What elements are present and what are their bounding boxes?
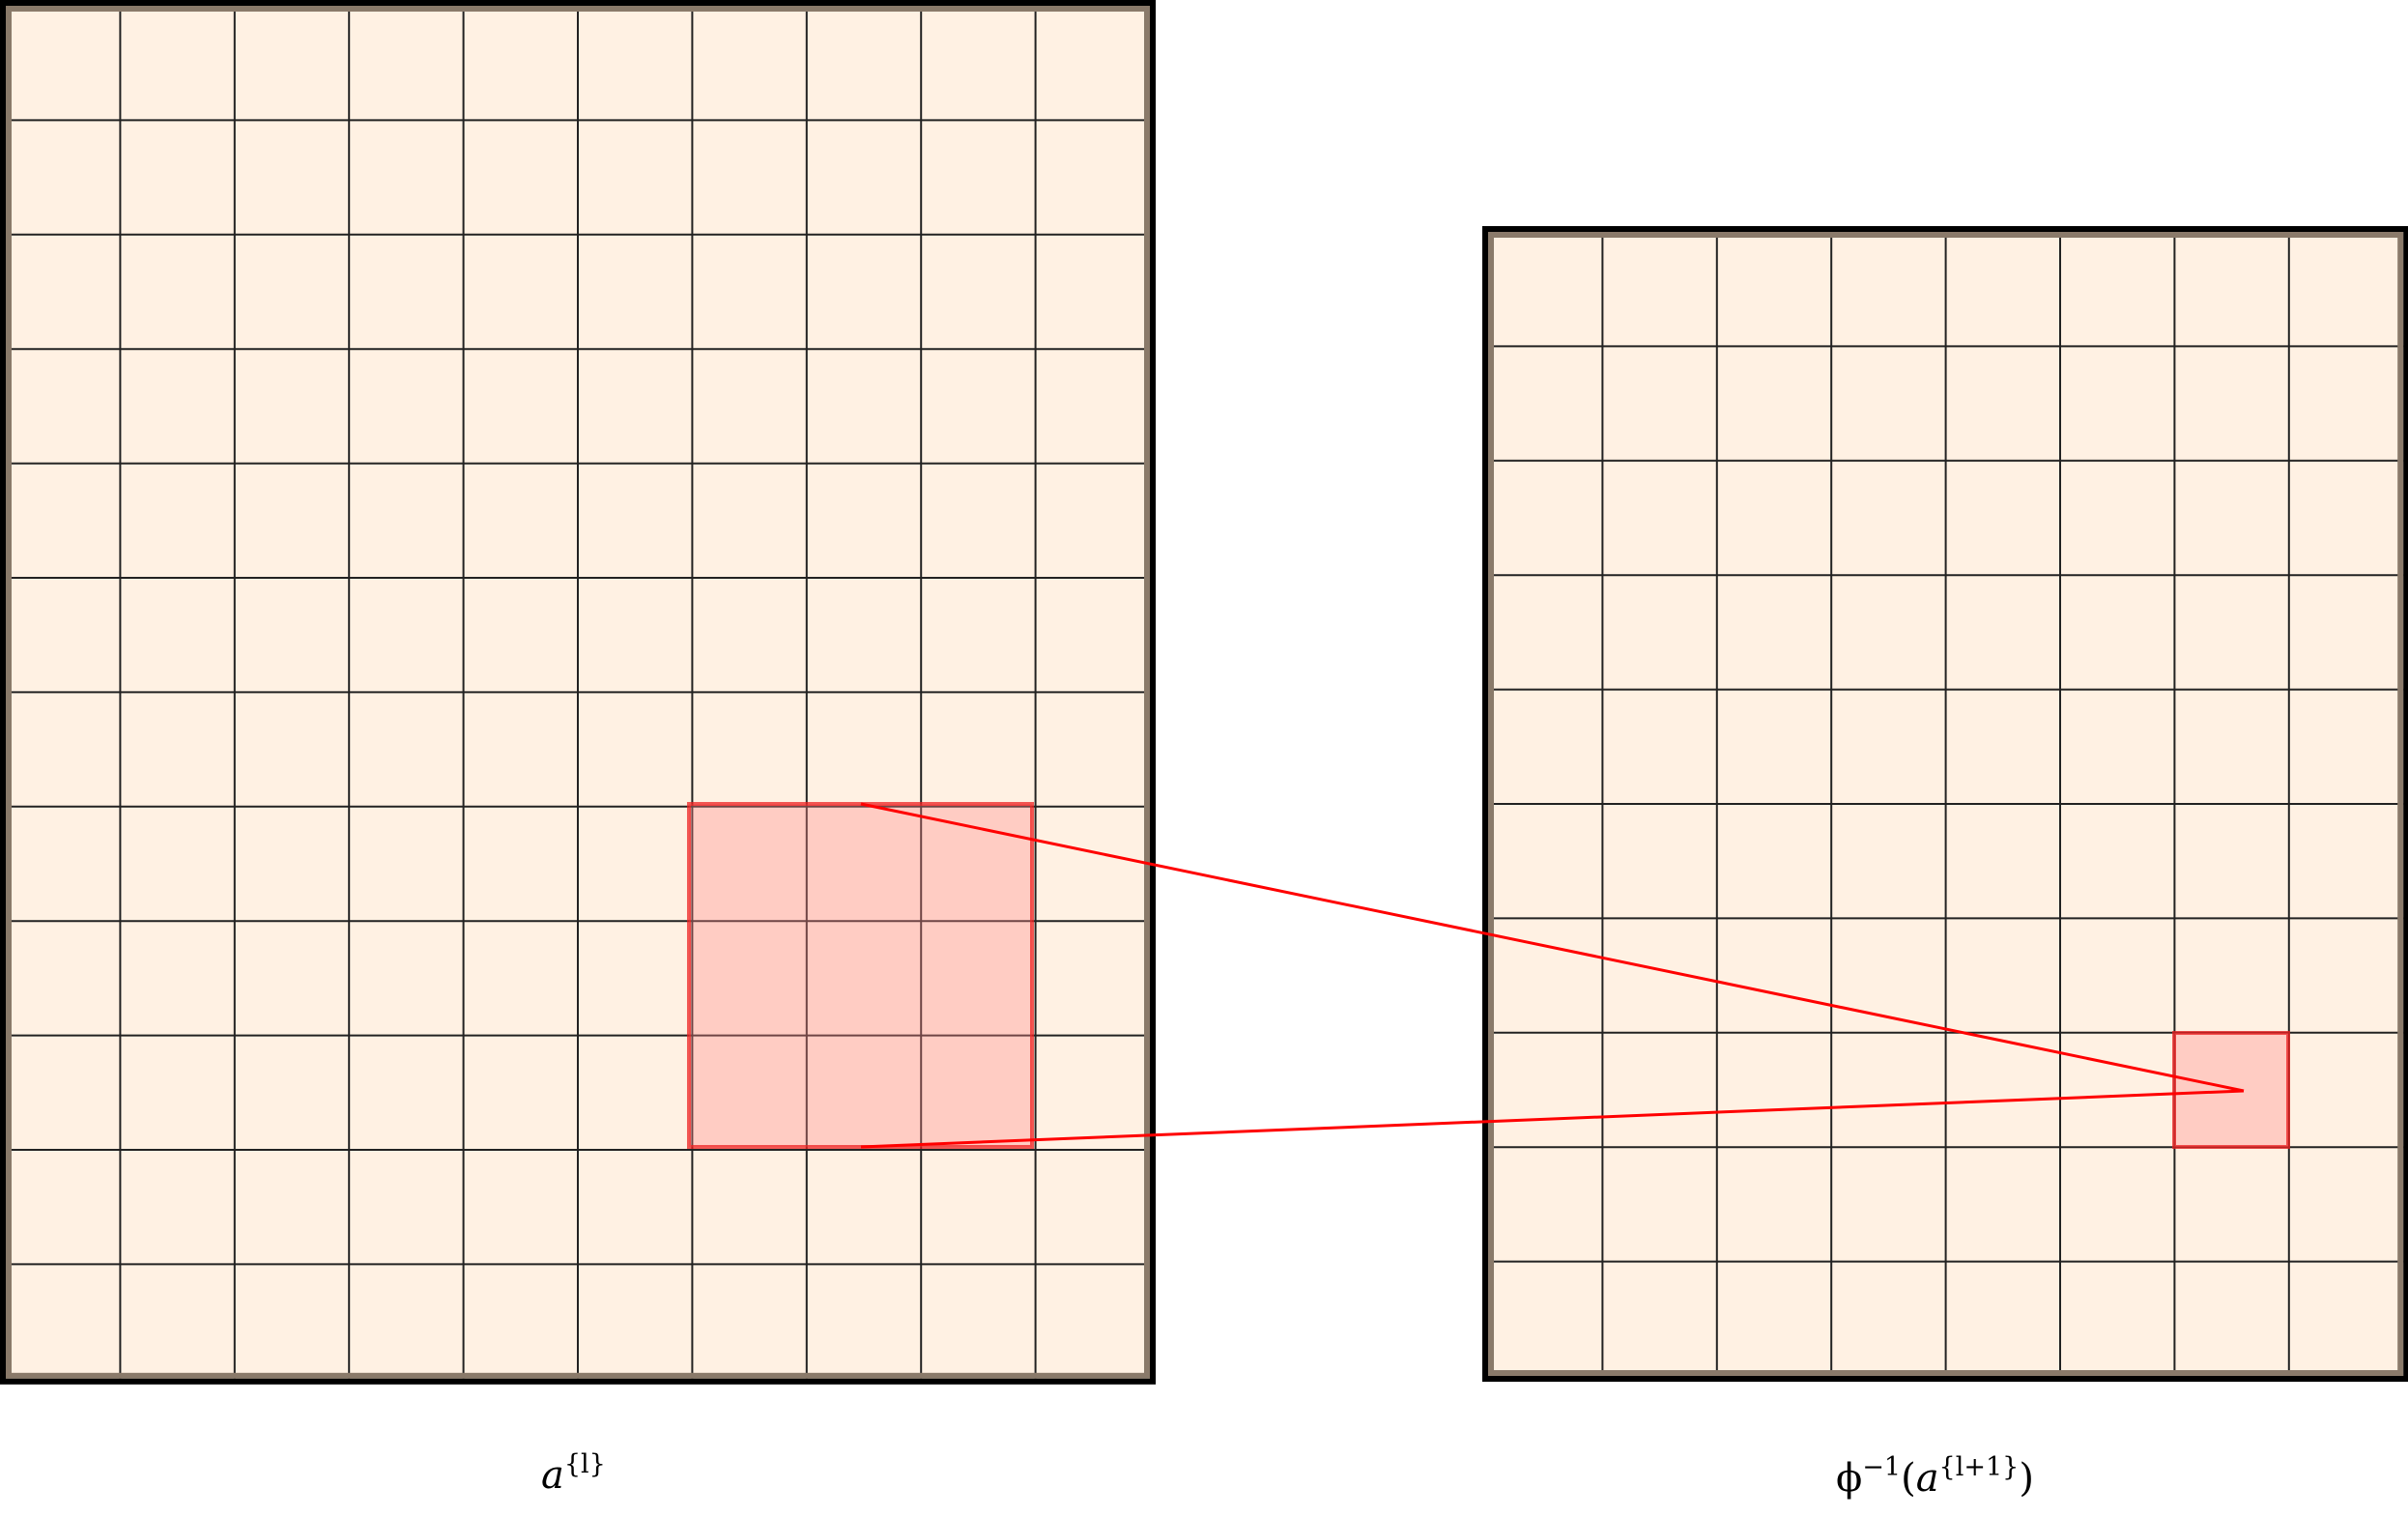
left-grid-label: a{l} [541, 1449, 606, 1498]
connector-line-bottom [860, 1089, 2245, 1149]
grid-inner-border [6, 6, 1150, 1379]
right-grid [1482, 226, 2408, 1382]
grid-inner-border [1488, 232, 2404, 1376]
left-grid [0, 0, 1156, 1385]
grid-outer-border [1482, 226, 2408, 1382]
left-highlight-region [687, 802, 1034, 1149]
right-grid-label: ϕ−1(a{l+1}) [1836, 1452, 2034, 1501]
grid-outer-border [0, 0, 1156, 1385]
right-highlight-cell [2172, 1031, 2290, 1149]
connector-line-top [860, 802, 2245, 1093]
